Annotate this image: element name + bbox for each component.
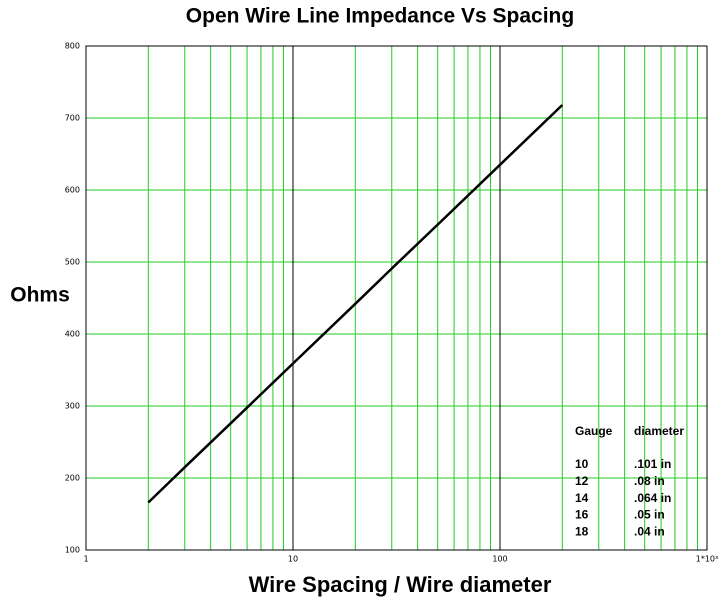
y-tick-label: 700 [65, 114, 80, 123]
annotation-header: Gauge [575, 424, 613, 438]
y-tick-label: 400 [65, 330, 80, 339]
chart-title: Open Wire Line Impedance Vs Spacing [186, 5, 574, 28]
annotation-header: diameter [634, 424, 684, 438]
y-tick-label: 600 [65, 186, 80, 195]
annotation-cell: 18 [575, 524, 589, 538]
annotation-cell: .05 in [634, 508, 665, 522]
y-tick-label: 200 [65, 474, 80, 483]
annotation-cell: 10 [575, 457, 589, 471]
y-tick-label: 300 [65, 402, 80, 411]
annotation-cell: .064 in [634, 491, 671, 505]
annotation-cell: .04 in [634, 524, 665, 538]
y-tick-label: 800 [65, 42, 80, 51]
x-tick-label: 10 [288, 555, 298, 564]
annotation-cell: 16 [575, 508, 589, 522]
x-tick-label: 1 [83, 555, 88, 564]
x-tick-label: 1*10³ [696, 555, 718, 564]
x-axis-label: Wire Spacing / Wire diameter [249, 572, 552, 597]
y-axis-label: Ohms [10, 284, 70, 307]
y-tick-label: 100 [65, 546, 80, 555]
annotation-cell: .08 in [634, 474, 665, 488]
annotation-cell: 12 [575, 474, 589, 488]
y-tick-label: 500 [65, 258, 80, 267]
x-tick-label: 100 [492, 555, 507, 564]
annotation-cell: 14 [575, 491, 589, 505]
annotation-cell: .101 in [634, 457, 671, 471]
plot-frame [85, 45, 708, 551]
line [147, 104, 564, 504]
